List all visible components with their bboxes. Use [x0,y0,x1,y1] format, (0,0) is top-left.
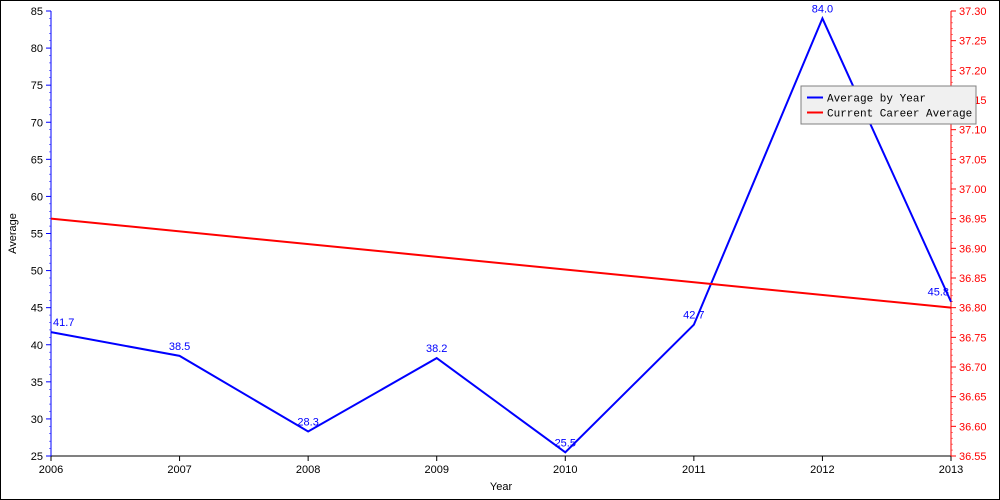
y-left-tick-label: 75 [31,80,43,92]
x-axis-label: Year [490,481,513,493]
x-tick-label: 2012 [810,464,834,476]
legend-label: Average by Year [827,94,926,106]
data-label: 41.7 [53,317,74,329]
y-right-tick-label: 36.85 [959,273,987,285]
y-right-tick-label: 37.00 [959,184,987,196]
x-tick-label: 2010 [553,464,577,476]
y-left-tick-label: 50 [31,266,43,278]
data-label: 28.3 [297,417,318,429]
series-line-1 [51,219,951,308]
y-right-tick-label: 36.80 [959,303,987,315]
y-left-tick-label: 55 [31,229,43,241]
y-right-tick-label: 36.75 [959,332,987,344]
x-tick-label: 2006 [39,464,63,476]
y-left-tick-label: 60 [31,191,43,203]
y-right-tick-label: 36.95 [959,214,987,226]
y-right-tick-label: 37.20 [959,65,987,77]
chart-svg: 2006 2007 2008 2009 2010 2011 2012 2013 25 30 35 40… [1,1,999,499]
x-tick-label: 2011 [682,464,706,476]
data-label: 42.7 [683,310,704,322]
data-label: 84.0 [812,3,833,15]
y-right-tick-label: 36.90 [959,243,987,255]
x-tick-label: 2013 [939,464,963,476]
series-line-0 [51,18,951,452]
y-left-tick-label: 80 [31,43,43,55]
y-left-tick-label: 25 [31,451,43,463]
y-right-tick-label: 36.55 [959,451,987,463]
y-right-tick-label: 36.60 [959,421,987,433]
data-label: 25.5 [555,437,576,449]
y-axis-label: Average [7,213,19,254]
y-left-tick-label: 40 [31,340,43,352]
y-right-tick-label: 37.05 [959,154,987,166]
y-left-tick-label: 70 [31,117,43,129]
x-tick-label: 2009 [424,464,448,476]
y-left-tick-label: 85 [31,6,43,18]
y-left-tick-label: 65 [31,154,43,166]
y-left-tick-label: 30 [31,414,43,426]
y-right-tick-label: 37.10 [959,125,987,137]
x-tick-label: 2008 [296,464,320,476]
y-right-tick-label: 36.65 [959,392,987,404]
data-label: 38.5 [169,341,190,353]
y-right-tick-label: 36.70 [959,362,987,374]
legend-label: Current Career Average [827,109,972,121]
x-tick-label: 2007 [167,464,191,476]
y-right-tick-label: 37.25 [959,36,987,48]
y-right-tick-label: 37.30 [959,6,987,18]
data-label: 38.2 [426,343,447,355]
chart-container: 2006 2007 2008 2009 2010 2011 2012 2013 25 30 35 40… [0,0,1000,500]
y-left-tick-label: 35 [31,377,43,389]
data-label: 45.8 [928,287,949,299]
y-left-tick-label: 45 [31,303,43,315]
